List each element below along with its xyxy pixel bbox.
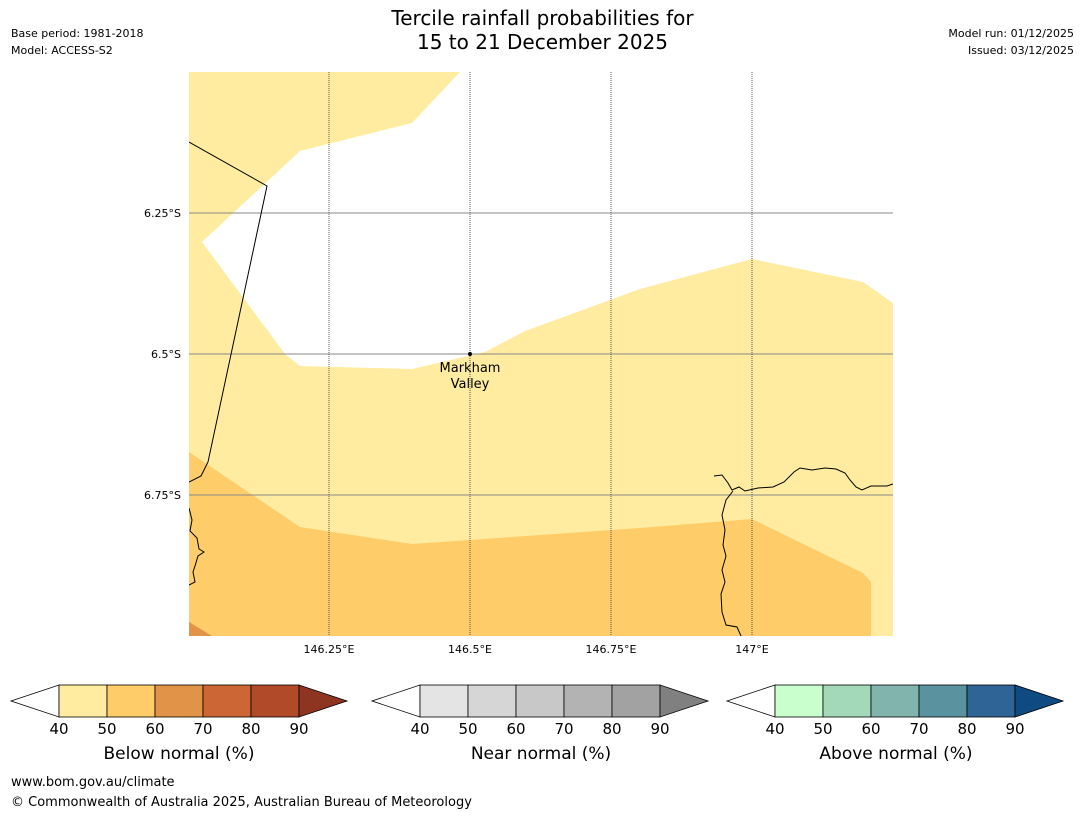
- lat-label: 6.75°S: [144, 489, 181, 502]
- chart-title: Tercile rainfall probabilities for 15 to…: [0, 6, 1085, 54]
- colorbar-tick-label: 90: [289, 720, 308, 738]
- near-normal-colorbar: 40 50 60 70 80 90: [370, 684, 710, 738]
- district-boundary: [189, 141, 268, 483]
- colorbar-segment: [822, 684, 872, 718]
- colorbar-tick-label: 60: [861, 720, 880, 738]
- colorbar-tick-label: 40: [765, 720, 784, 738]
- colorbar-tick-label: 80: [957, 720, 976, 738]
- colorbar-tick-label: 40: [49, 720, 68, 738]
- above-normal-legend-label: Above normal (%): [819, 744, 973, 764]
- lon-axis-labels: 146.25°E 146.5°E 146.75°E 147°E: [304, 643, 769, 656]
- lon-label: 146.25°E: [304, 643, 355, 656]
- above-normal-colorbar: 40 50 60 70 80 90: [725, 684, 1065, 738]
- lon-label: 147°E: [735, 643, 768, 656]
- base-period-text: Base period: 1981-2018: [11, 27, 144, 40]
- footer-url: www.bom.gov.au/climate: [11, 775, 175, 790]
- lat-axis-labels: 6.25°S 6.5°S 6.75°S: [144, 207, 181, 502]
- colorbar-tick-label: 90: [1005, 720, 1024, 738]
- model-run-text: Model run: 01/12/2025: [948, 27, 1074, 40]
- title-line-2: 15 to 21 December 2025: [416, 30, 668, 54]
- colorbar-segment: [58, 684, 108, 718]
- colorbar-segment: [154, 684, 204, 718]
- colorbar-low-extend: [9, 684, 60, 718]
- colorbar-low-extend: [370, 684, 421, 718]
- colorbar-segment: [774, 684, 824, 718]
- issued-text: Issued: 03/12/2025: [967, 44, 1074, 57]
- colorbar-segment: [515, 684, 565, 718]
- colorbar-high-extend: [659, 684, 710, 718]
- colorbar-segment: [918, 684, 968, 718]
- river-line: [720, 490, 742, 636]
- colorbar-tick-label: 70: [909, 720, 928, 738]
- colorbar-segment: [563, 684, 613, 718]
- lon-label: 146.5°E: [448, 643, 492, 656]
- below-normal-legend-label: Below normal (%): [103, 744, 255, 764]
- colorbar-tick-label: 50: [97, 720, 116, 738]
- meta-left: Base period: 1981-2018 Model: ACCESS-S2: [11, 25, 143, 59]
- below-normal-colorbar: 40 50 60 70 80 90: [9, 684, 349, 738]
- colorbar-tick-label: 70: [193, 720, 212, 738]
- colorbar-tick-label: 60: [506, 720, 525, 738]
- markham-valley-marker: [468, 352, 472, 356]
- colorbar-segment: [467, 684, 517, 718]
- coastline-west: [189, 507, 205, 586]
- colorbar-high-extend: [1014, 684, 1065, 718]
- colorbar-tick-label: 50: [458, 720, 477, 738]
- model-text: Model: ACCESS-S2: [11, 44, 113, 57]
- meta-right: Model run: 01/12/2025 Issued: 03/12/2025: [948, 25, 1074, 59]
- coastline-east: [713, 467, 893, 492]
- title-line-1: Tercile rainfall probabilities for: [391, 6, 694, 30]
- lat-label: 6.25°S: [144, 207, 181, 220]
- colorbar-tick-label: 40: [410, 720, 429, 738]
- graticule: [189, 212, 893, 496]
- colorbar-segment: [870, 684, 920, 718]
- place-label-line-1: Markham: [440, 361, 501, 376]
- colorbar-low-extend: [725, 684, 776, 718]
- colorbar-segment: [966, 684, 1016, 718]
- colorbar-high-extend: [298, 684, 349, 718]
- map-frame: Markham Valley: [189, 72, 893, 636]
- below-normal-50-60-region: [189, 452, 871, 636]
- lon-label: 146.75°E: [586, 643, 637, 656]
- colorbar-segment: [611, 684, 661, 718]
- colorbar-tick-label: 80: [241, 720, 260, 738]
- colorbar-tick-label: 60: [145, 720, 164, 738]
- lat-label: 6.5°S: [151, 348, 181, 361]
- colorbar-segment: [202, 684, 252, 718]
- colorbar-tick-label: 80: [602, 720, 621, 738]
- footer-copyright: © Commonwealth of Australia 2025, Austra…: [11, 795, 472, 810]
- colorbar-segment: [106, 684, 156, 718]
- place-label-line-2: Valley: [451, 377, 490, 392]
- colorbar-segment: [250, 684, 300, 718]
- near-normal-legend-label: Near normal (%): [470, 744, 612, 764]
- colorbar-tick-label: 50: [813, 720, 832, 738]
- colorbar-tick-label: 70: [554, 720, 573, 738]
- colorbar-tick-label: 90: [650, 720, 669, 738]
- below-normal-60-70-region: [189, 622, 212, 636]
- colorbar-segment: [419, 684, 469, 718]
